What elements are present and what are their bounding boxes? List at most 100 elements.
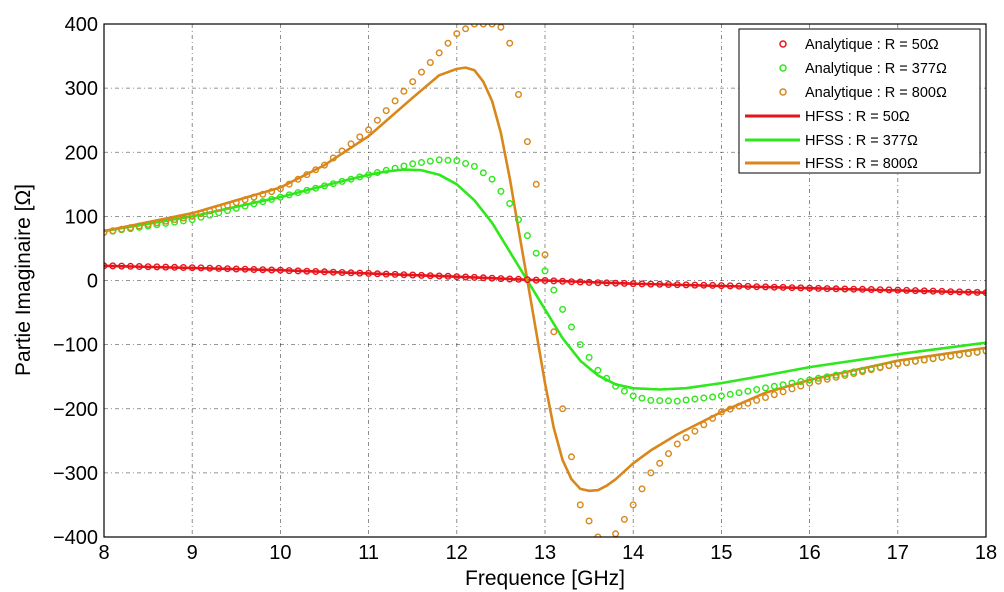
data-point — [321, 268, 329, 276]
data-point — [788, 385, 796, 393]
data-point — [347, 175, 355, 183]
data-point — [188, 216, 196, 224]
data-point — [576, 278, 584, 286]
data-point — [629, 392, 637, 400]
data-point — [665, 397, 673, 405]
data-point — [215, 264, 223, 272]
data-point — [373, 270, 381, 278]
x-axis-label: Frequence [GHz] — [465, 567, 625, 590]
data-point — [682, 396, 690, 404]
y-tick-label: 300 — [65, 78, 98, 100]
data-point — [444, 39, 452, 47]
data-point — [550, 328, 558, 336]
x-tick-label: 18 — [975, 542, 997, 564]
data-point — [241, 196, 249, 204]
data-point — [435, 272, 443, 280]
data-point — [506, 275, 514, 283]
data-point — [911, 357, 919, 365]
data-point — [947, 288, 955, 296]
data-point — [806, 376, 814, 384]
data-point — [709, 393, 717, 401]
data-point — [762, 384, 770, 392]
legend-label: Analytique : R = 800Ω — [805, 85, 947, 101]
data-point — [321, 161, 329, 169]
data-point — [762, 283, 770, 291]
data-point — [894, 286, 902, 294]
data-point — [312, 184, 320, 192]
data-point — [276, 185, 284, 193]
data-point — [382, 107, 390, 115]
data-point — [779, 283, 787, 291]
data-point — [797, 284, 805, 292]
data-point — [418, 68, 426, 76]
legend-entry: Analytique : R = 377Ω — [779, 61, 947, 77]
legend-marker — [779, 88, 787, 96]
data-point — [770, 391, 778, 399]
data-point — [523, 138, 531, 146]
data-point — [497, 187, 505, 195]
data-point — [605, 536, 609, 537]
data-point — [673, 397, 681, 405]
data-point — [788, 284, 796, 292]
data-point — [638, 394, 646, 402]
data-point — [691, 395, 699, 403]
data-point — [656, 459, 664, 467]
data-point — [541, 267, 549, 275]
data-point — [515, 90, 523, 98]
data-point — [682, 434, 690, 442]
data-point — [329, 154, 337, 162]
data-point — [418, 271, 426, 279]
data-point — [903, 286, 911, 294]
data-point — [620, 515, 628, 523]
data-point — [735, 402, 743, 410]
data-point — [735, 282, 743, 290]
data-point — [488, 175, 496, 183]
data-point — [215, 209, 223, 217]
data-point — [206, 207, 214, 215]
data-point — [673, 440, 681, 448]
x-tick-label: 14 — [622, 542, 644, 564]
data-point — [929, 287, 937, 295]
data-point — [153, 219, 161, 227]
data-point — [585, 517, 593, 525]
data-point — [717, 408, 725, 416]
data-point — [911, 287, 919, 295]
data-point — [179, 214, 187, 222]
data-point — [373, 168, 381, 176]
data-point — [806, 284, 814, 292]
data-point — [356, 133, 364, 141]
series-line — [104, 66, 986, 493]
data-point — [964, 350, 972, 358]
data-point — [329, 268, 337, 276]
data-point — [453, 30, 461, 38]
data-point — [294, 189, 302, 197]
data-point — [162, 263, 170, 271]
data-point — [620, 387, 628, 395]
data-point — [303, 267, 311, 275]
data-point — [744, 282, 752, 290]
data-point — [550, 286, 558, 294]
data-point — [541, 251, 549, 259]
data-point — [523, 276, 531, 284]
data-point — [347, 269, 355, 277]
data-point — [444, 272, 452, 280]
data-point — [753, 283, 761, 291]
series-markers — [104, 24, 986, 537]
data-point — [373, 116, 381, 124]
data-point — [559, 405, 567, 413]
data-point — [568, 323, 576, 331]
data-point — [797, 378, 805, 386]
data-point — [197, 210, 205, 218]
data-point — [338, 177, 346, 185]
data-point — [497, 275, 505, 283]
data-point — [920, 287, 928, 295]
data-point — [770, 283, 778, 291]
data-point — [144, 263, 152, 271]
data-point — [647, 396, 655, 404]
data-point — [973, 348, 981, 356]
data-point — [691, 281, 699, 289]
data-point — [594, 279, 602, 287]
data-point — [956, 288, 964, 296]
data-point — [365, 171, 373, 179]
data-point — [532, 180, 540, 188]
